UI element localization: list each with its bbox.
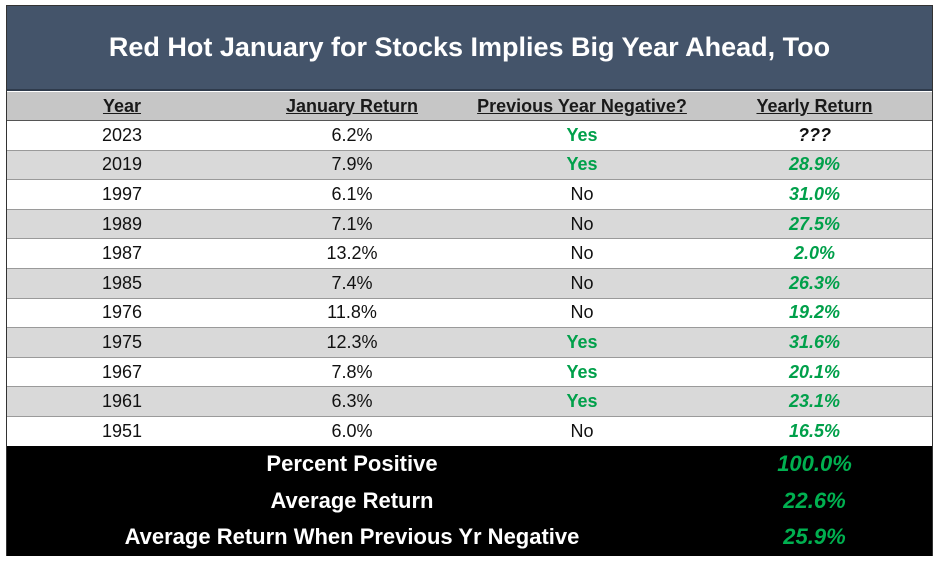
cell-previous-year-negative: No (570, 183, 594, 204)
table-row: 1961 6.3% Yes 23.1% (7, 387, 932, 417)
summary-row: Percent Positive 100.0% (7, 446, 932, 483)
cell-yearly-return: 27.5% (788, 213, 841, 234)
cell-january-return: 6.1% (331, 183, 373, 204)
cell-yearly-return: 26.3% (788, 272, 841, 293)
cell-january-return: 7.8% (331, 361, 373, 382)
summary-row: Average Return When Previous Yr Negative… (7, 519, 932, 556)
cell-year: 1985 (101, 272, 143, 293)
header-row: Year January Return Previous Year Negati… (7, 92, 932, 121)
cell-january-return: 7.1% (331, 213, 373, 234)
summary-row: Average Return 22.6% (7, 483, 932, 520)
cell-yearly-return: 28.9% (788, 154, 841, 175)
table-row: 1985 7.4% No 26.3% (7, 268, 932, 299)
cell-previous-year-negative: Yes (566, 124, 598, 145)
cell-previous-year-negative: No (570, 213, 594, 234)
cell-year: 2019 (101, 154, 143, 175)
cell-previous-year-negative: Yes (566, 331, 598, 352)
table-row: 1967 7.8% Yes 20.1% (7, 358, 932, 388)
table-row: 1989 7.1% No 27.5% (7, 209, 932, 240)
table-row: 2019 7.9% Yes 28.9% (7, 150, 932, 181)
cell-year: 1961 (101, 391, 143, 412)
header-january-return: January Return (285, 95, 419, 116)
cell-yearly-return: 20.1% (788, 361, 841, 382)
cell-year: 1989 (101, 213, 143, 234)
table-row: 1997 6.1% No 31.0% (7, 180, 932, 210)
cell-january-return: 12.3% (326, 331, 378, 352)
summary-block: Percent Positive 100.0% Average Return 22.6… (7, 446, 932, 556)
cell-january-return: 6.0% (331, 420, 373, 441)
cell-yearly-return: 31.0% (788, 183, 841, 204)
cell-yearly-return: 2.0% (793, 243, 836, 264)
cell-previous-year-negative: No (570, 302, 594, 323)
table-row: 1987 13.2% No 2.0% (7, 239, 932, 269)
cell-previous-year-negative: Yes (566, 391, 598, 412)
cell-previous-year-negative: Yes (566, 361, 598, 382)
cell-year: 1987 (101, 243, 143, 264)
table-row: 1951 6.0% No 16.5% (7, 417, 932, 447)
header-yearly-return: Yearly Return (756, 95, 873, 116)
table-row: 1975 12.3% Yes 31.6% (7, 328, 932, 358)
cell-january-return: 11.8% (327, 302, 377, 323)
cell-year: 2023 (101, 124, 143, 145)
summary-value: 100.0% (777, 451, 852, 477)
summary-label: Percent Positive (266, 451, 438, 477)
cell-previous-year-negative: No (570, 243, 594, 264)
cell-yearly-return: 23.1% (788, 391, 841, 412)
cell-yearly-return: 19.2% (788, 302, 841, 323)
summary-value: 25.9% (783, 524, 846, 550)
table-row: 2023 6.2% Yes??? (7, 121, 932, 151)
cell-year: 1976 (101, 302, 143, 323)
table-title: Red Hot January for Stocks Implies Big Y… (7, 6, 932, 91)
table-body: 2023 6.2% Yes??? 2019 7.9% Yes 28.9% 1997 6.1% No… (7, 121, 932, 447)
cell-year: 1997 (101, 183, 143, 204)
summary-label: Average Return (270, 487, 434, 513)
cell-year: 1967 (101, 361, 143, 382)
summary-label: Average Return When Previous Yr Negative (124, 524, 580, 550)
cell-year: 1951 (101, 420, 143, 441)
table-row: 1976 11.8% No 19.2% (7, 299, 932, 329)
cell-yearly-return: 16.5% (788, 420, 841, 441)
cell-year: 1975 (101, 331, 143, 352)
header-year: Year (102, 95, 142, 116)
cell-previous-year-negative: No (570, 420, 594, 441)
cell-january-return: 7.9% (331, 154, 373, 175)
cell-january-return: 7.4% (331, 272, 373, 293)
cell-yearly-return: ??? (798, 124, 831, 145)
cell-previous-year-negative: No (570, 272, 594, 293)
header-previous-year-negative: Previous Year Negative? (477, 95, 687, 116)
cell-january-return: 13.2% (326, 243, 378, 264)
cell-yearly-return: 31.6% (788, 331, 841, 352)
cell-previous-year-negative: Yes (566, 154, 598, 175)
cell-january-return: 6.3% (331, 391, 373, 412)
cell-january-return: 6.2% (331, 124, 373, 145)
table-frame: Red Hot January for Stocks Implies Big Y… (6, 5, 933, 556)
summary-value: 22.6% (783, 487, 846, 513)
